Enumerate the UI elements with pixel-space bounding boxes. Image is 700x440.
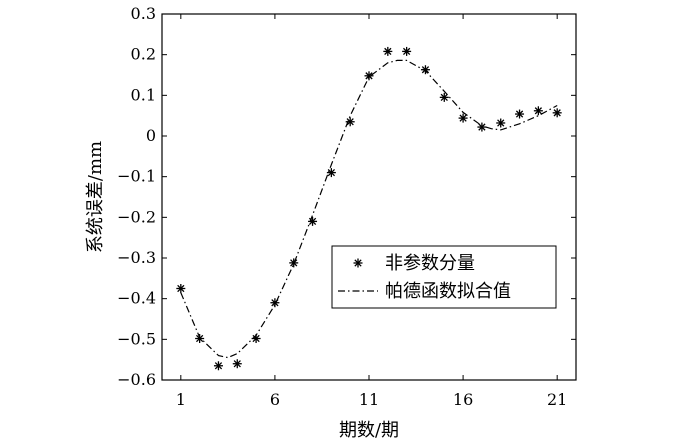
legend-label-line: 帕德函数拟合值 xyxy=(385,281,511,302)
data-point xyxy=(420,65,430,75)
x-tick-label: 16 xyxy=(453,390,473,409)
y-tick-label: 0.2 xyxy=(131,45,156,64)
legend-item-scatter: 非参数分量 xyxy=(353,253,475,274)
y-tick-label: −0.5 xyxy=(117,329,156,348)
x-axis-label: 期数/期 xyxy=(339,420,399,440)
y-tick-label: −0.3 xyxy=(117,248,156,267)
data-point xyxy=(345,117,355,127)
data-point xyxy=(477,122,487,132)
data-point xyxy=(308,216,318,226)
x-tick-label: 6 xyxy=(270,390,280,409)
legend-label-scatter: 非参数分量 xyxy=(385,253,475,274)
x-tick-label: 11 xyxy=(359,390,379,409)
legend-box xyxy=(331,245,557,309)
series-line-pade-fit xyxy=(180,59,558,359)
y-axis-label: 系统误差/mm xyxy=(85,141,106,253)
y-tick-label: −0.1 xyxy=(117,167,156,186)
x-tick-label: 1 xyxy=(176,390,186,409)
y-tick-label: 0.3 xyxy=(131,4,156,23)
data-point xyxy=(289,258,299,268)
data-point xyxy=(383,46,393,56)
legend-item-line: 帕德函数拟合值 xyxy=(338,281,511,302)
data-point xyxy=(270,298,280,308)
y-tick-label: 0 xyxy=(146,126,156,145)
y-tick-label: −0.6 xyxy=(117,370,156,389)
data-point xyxy=(533,106,543,116)
y-tick-label: −0.2 xyxy=(117,207,156,226)
data-point xyxy=(232,359,242,369)
data-point xyxy=(176,284,186,293)
y-tick-label: −0.4 xyxy=(117,289,156,308)
data-point xyxy=(195,334,205,344)
legend: 非参数分量 帕德函数拟合值 xyxy=(331,245,557,309)
legend-asterisk-mark xyxy=(353,258,363,268)
data-point xyxy=(402,46,412,56)
data-point xyxy=(439,92,449,102)
legend-asterisk-icon xyxy=(353,258,363,268)
series-layer xyxy=(176,46,562,371)
data-point xyxy=(458,113,468,123)
y-tick-label: 0.1 xyxy=(131,85,156,104)
x-tick-label: 21 xyxy=(547,390,567,409)
plot-frame xyxy=(161,13,577,381)
data-point xyxy=(326,168,336,178)
data-point xyxy=(515,109,525,119)
data-point xyxy=(251,334,261,344)
data-point xyxy=(364,71,374,81)
data-point xyxy=(213,361,223,371)
data-point xyxy=(552,108,562,118)
data-point xyxy=(496,118,506,128)
axes: 1 6 11 16 21−0.6−0.5−0.4−0.3−0.2−0.100.10.20… xyxy=(117,4,576,409)
